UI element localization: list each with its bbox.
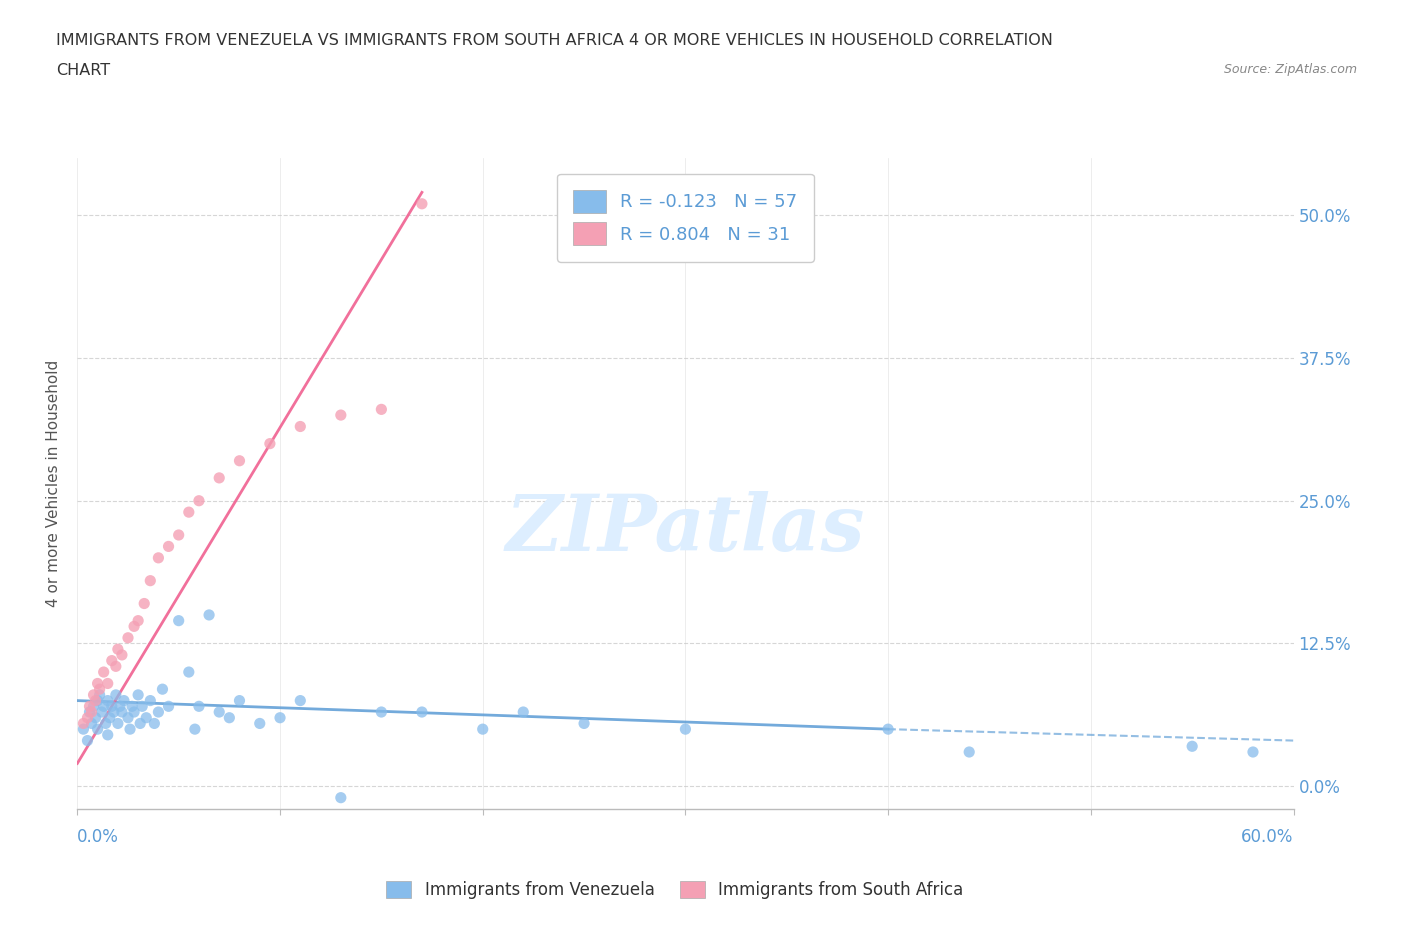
Point [122, 705, 145, 720]
Point [143, 716, 166, 731]
Point [1241, 745, 1264, 760]
Point [290, 419, 312, 434]
Point [80, 716, 103, 731]
Text: Source: ZipAtlas.com: Source: ZipAtlas.com [1223, 63, 1357, 76]
Point [167, 613, 190, 628]
Point [131, 698, 153, 713]
Point [218, 711, 240, 725]
Point [83, 698, 105, 713]
Point [471, 722, 494, 737]
Point [127, 687, 149, 702]
Point [122, 619, 145, 634]
Point [259, 436, 281, 451]
Point [167, 527, 190, 542]
Point [108, 698, 131, 713]
Point [411, 196, 433, 211]
Text: ZIPatlas: ZIPatlas [506, 491, 865, 567]
Point [157, 698, 180, 713]
Point [188, 493, 211, 508]
Text: CHART: CHART [56, 63, 110, 78]
Point [329, 407, 352, 422]
Point [101, 698, 124, 713]
Point [89, 682, 111, 697]
Point [101, 653, 124, 668]
Point [72, 722, 94, 737]
Point [129, 716, 152, 731]
Legend: Immigrants from Venezuela, Immigrants from South Africa: Immigrants from Venezuela, Immigrants fr… [378, 873, 972, 908]
Y-axis label: 4 or more Vehicles in Household: 4 or more Vehicles in Household [46, 360, 62, 607]
Text: 60.0%: 60.0% [1241, 828, 1294, 845]
Point [86, 676, 108, 691]
Point [90, 705, 112, 720]
Point [104, 658, 127, 673]
Point [118, 722, 141, 737]
Point [177, 665, 200, 680]
Point [152, 682, 174, 697]
Point [957, 745, 980, 760]
Legend: R = -0.123   N = 57, R = 0.804   N = 31: R = -0.123 N = 57, R = 0.804 N = 31 [557, 174, 814, 261]
Point [111, 647, 134, 662]
Point [112, 693, 135, 708]
Point [208, 471, 231, 485]
Point [103, 705, 125, 720]
Point [76, 733, 98, 748]
Point [117, 631, 139, 645]
Point [139, 693, 162, 708]
Point [80, 705, 103, 720]
Point [370, 402, 392, 417]
Point [249, 716, 271, 731]
Point [83, 687, 105, 702]
Point [107, 642, 129, 657]
Point [290, 693, 312, 708]
Point [188, 698, 211, 713]
Point [411, 705, 433, 720]
Point [269, 711, 291, 725]
Point [117, 711, 139, 725]
Point [228, 453, 250, 468]
Point [572, 716, 595, 731]
Point [111, 705, 134, 720]
Point [93, 698, 115, 713]
Point [97, 727, 120, 742]
Point [86, 722, 108, 737]
Point [1181, 738, 1204, 753]
Point [512, 705, 534, 720]
Text: IMMIGRANTS FROM VENEZUELA VS IMMIGRANTS FROM SOUTH AFRICA 4 OR MORE VEHICLES IN : IMMIGRANTS FROM VENEZUELA VS IMMIGRANTS … [56, 33, 1053, 47]
Point [104, 687, 127, 702]
Point [94, 716, 117, 731]
Point [184, 722, 207, 737]
Point [198, 607, 221, 622]
Point [177, 505, 200, 520]
Point [148, 551, 170, 565]
Point [107, 716, 129, 731]
Point [877, 722, 900, 737]
Point [84, 693, 107, 708]
Point [86, 693, 108, 708]
Point [208, 705, 231, 720]
Point [121, 698, 143, 713]
Point [157, 539, 180, 554]
Point [79, 698, 101, 713]
Point [97, 676, 120, 691]
Point [370, 705, 392, 720]
Point [135, 711, 157, 725]
Point [84, 711, 107, 725]
Point [329, 790, 352, 805]
Text: 0.0%: 0.0% [77, 828, 120, 845]
Point [97, 693, 120, 708]
Point [139, 573, 162, 588]
Point [98, 711, 121, 725]
Point [134, 596, 156, 611]
Point [79, 705, 101, 720]
Point [89, 687, 111, 702]
Point [148, 705, 170, 720]
Point [76, 711, 98, 725]
Point [127, 613, 149, 628]
Point [93, 665, 115, 680]
Point [72, 716, 94, 731]
Point [675, 722, 697, 737]
Point [228, 693, 250, 708]
